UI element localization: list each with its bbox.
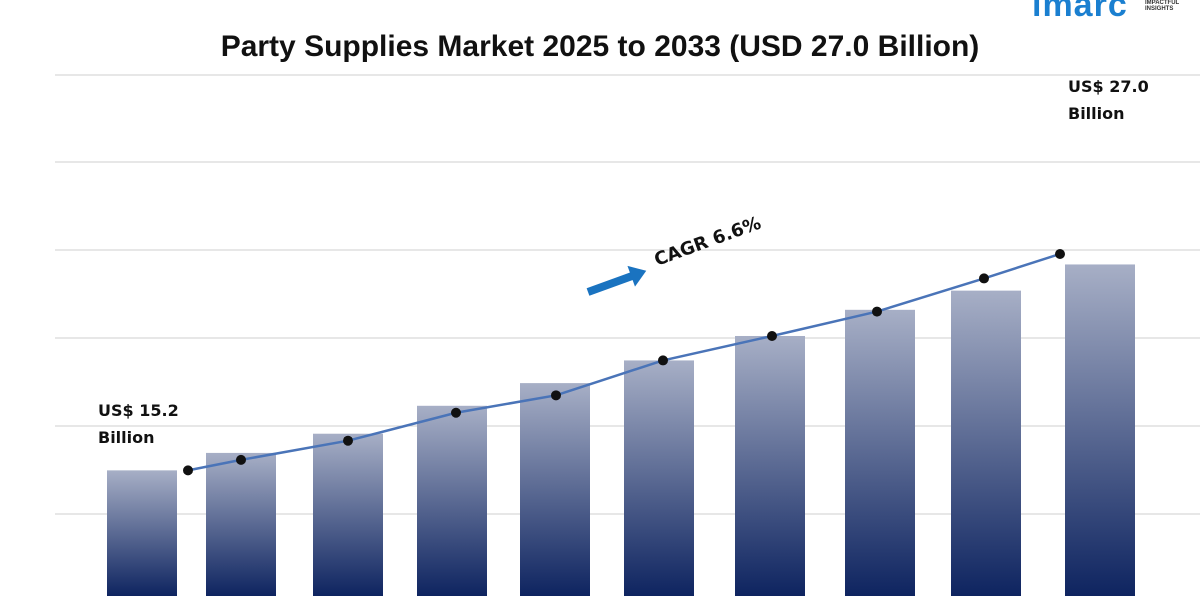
trend-points <box>183 248 1065 476</box>
trend-line <box>187 252 1061 472</box>
imarc-logo: imarc <box>1032 0 1128 24</box>
bar <box>624 360 694 596</box>
cagr-arrow-icon <box>586 265 647 296</box>
bars <box>107 264 1135 596</box>
bar <box>951 290 1021 596</box>
imarc-logo-tagline: IMPACTFUL INSIGHTS <box>1145 0 1180 12</box>
arrow-head <box>627 265 647 287</box>
trend-polyline <box>187 252 1061 472</box>
trend-point <box>767 330 777 341</box>
start-value-label: US$ 15.2 <box>98 401 179 420</box>
trend-point <box>236 454 246 465</box>
bar <box>735 335 805 596</box>
trend-point <box>979 273 989 284</box>
bar <box>206 452 276 596</box>
arrow-shaft <box>586 271 635 296</box>
trend-point <box>551 390 561 401</box>
bar <box>1065 264 1135 596</box>
trend-point <box>872 306 882 317</box>
bar <box>313 433 383 596</box>
bar <box>417 405 487 596</box>
bar <box>107 470 177 596</box>
start-unit-label: Billion <box>98 428 155 447</box>
end-value-label: US$ 27.0 <box>1068 77 1149 96</box>
trend-point <box>183 465 193 476</box>
bar <box>520 383 590 596</box>
end-unit-label: Billion <box>1068 104 1125 123</box>
bar <box>845 309 915 596</box>
trend-point <box>451 407 461 418</box>
trend-point <box>343 435 353 446</box>
cagr-label: CAGR 6.6% <box>652 213 764 271</box>
trend-point <box>658 355 668 366</box>
trend-point <box>1055 248 1065 259</box>
chart-title: Party Supplies Market 2025 to 2033 (USD … <box>220 30 980 63</box>
